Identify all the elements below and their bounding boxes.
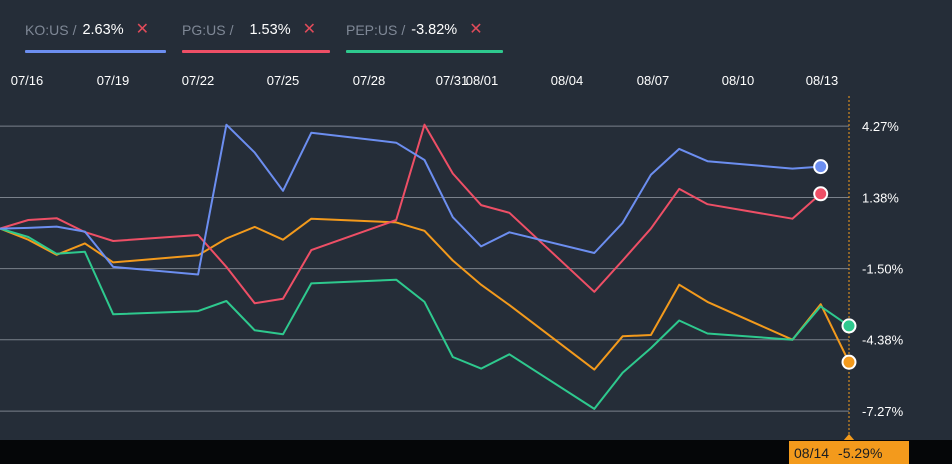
series-end-marker bbox=[813, 186, 829, 202]
legend-color-bar bbox=[25, 50, 166, 53]
legend: KO:US / 2.63% ✕ PG:US / 1.53% ✕ PEP:US /… bbox=[0, 0, 952, 56]
x-tick-label: 07/28 bbox=[353, 73, 386, 88]
legend-color-bar bbox=[182, 50, 330, 53]
y-tick-label: -4.38% bbox=[862, 333, 904, 348]
legend-value: -3.82% bbox=[411, 22, 458, 38]
series-markers bbox=[813, 159, 857, 440]
x-tick-label: 07/16 bbox=[11, 73, 44, 88]
legend-symbol: PG:US bbox=[182, 22, 226, 38]
series-end-marker bbox=[841, 318, 857, 334]
y-tick-label: 1.38% bbox=[862, 190, 899, 205]
x-tick-label: 07/31 bbox=[436, 73, 469, 88]
x-tick-label: 07/19 bbox=[97, 73, 130, 88]
x-tick-label: 08/07 bbox=[637, 73, 670, 88]
crosshair-label: 08/14 -5.29% bbox=[789, 441, 909, 464]
legend-item-ko[interactable]: KO:US / 2.63% ✕ bbox=[25, 21, 166, 53]
legend-separator: / bbox=[229, 22, 234, 38]
legend-symbol: PEP:US bbox=[346, 22, 398, 38]
close-icon[interactable]: ✕ bbox=[469, 21, 483, 38]
legend-item-pep[interactable]: PEP:US / -3.82% ✕ bbox=[346, 21, 503, 53]
grid-lines bbox=[0, 96, 850, 437]
crosshair-value: -5.29% bbox=[838, 444, 883, 461]
series-line-unnamed bbox=[0, 217, 850, 371]
y-tick-label: 4.27% bbox=[862, 119, 899, 134]
legend-color-bar bbox=[346, 50, 503, 53]
series-line-ko-us bbox=[0, 123, 821, 276]
x-tick-label: 08/13 bbox=[806, 73, 839, 88]
legend-symbol: KO:US bbox=[25, 22, 69, 38]
series-line-pg-us bbox=[0, 123, 822, 305]
y-tick-label: -7.27% bbox=[862, 404, 904, 419]
legend-value: 1.53% bbox=[249, 22, 291, 38]
legend-separator: / bbox=[72, 22, 77, 38]
y-tick-label: -1.50% bbox=[862, 262, 904, 277]
x-tick-label: 07/25 bbox=[267, 73, 300, 88]
x-tick-label: 08/10 bbox=[722, 73, 755, 88]
crosshair-pointer-icon bbox=[843, 434, 855, 440]
x-tick-label: 08/04 bbox=[551, 73, 584, 88]
close-icon[interactable]: ✕ bbox=[302, 21, 316, 38]
series-line-pep-us bbox=[0, 227, 850, 410]
series-lines bbox=[0, 123, 850, 410]
series-end-marker bbox=[813, 159, 829, 175]
legend-value: 2.63% bbox=[82, 22, 124, 38]
y-axis-ticks: 4.27% 1.38% -1.50% -4.38% -7.27% bbox=[862, 119, 904, 419]
crosshair-date: 08/14 bbox=[794, 444, 830, 461]
close-icon[interactable]: ✕ bbox=[135, 21, 149, 38]
legend-separator: / bbox=[401, 22, 406, 38]
x-tick-label: 07/22 bbox=[182, 73, 215, 88]
legend-item-pg[interactable]: PG:US / 1.53% ✕ bbox=[182, 21, 330, 53]
series-end-marker bbox=[841, 354, 857, 370]
x-tick-label: 08/01 bbox=[466, 73, 499, 88]
